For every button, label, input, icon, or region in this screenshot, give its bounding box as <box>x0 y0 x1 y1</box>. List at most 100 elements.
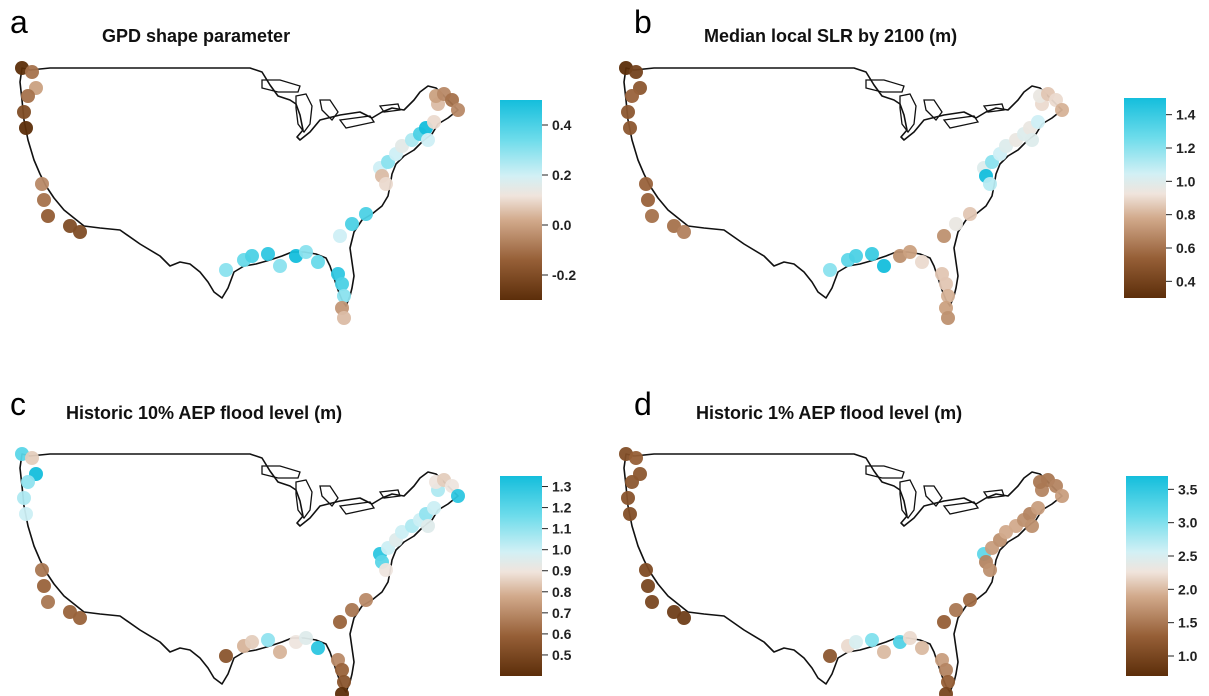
tide-gauge-station <box>219 263 233 277</box>
tide-gauge-station <box>17 105 31 119</box>
colorbar <box>1124 98 1166 298</box>
tide-gauge-station <box>877 645 891 659</box>
tide-gauge-station <box>629 65 643 79</box>
colorbar-tick-label: 1.0 <box>1176 173 1196 189</box>
colorbar-tick-label: 1.2 <box>552 500 572 516</box>
tide-gauge-station <box>41 595 55 609</box>
map-panel-d: d Historic 1% AEP flood level (m) 3.5 3.0… <box>604 348 1208 696</box>
colorbar-tick-label: 0.4 <box>1176 273 1196 289</box>
tide-gauge-station <box>421 133 435 147</box>
colorbar-tick-label: 2.5 <box>1178 548 1198 564</box>
tide-gauge-station <box>1055 489 1069 503</box>
map-panel-a: a GPD shape parameter 0.4 0.2 0.0 -0.2 <box>0 0 604 348</box>
coastline-outline <box>19 453 459 693</box>
colorbar-tick-label: 1.1 <box>552 521 572 537</box>
tide-gauge-station <box>19 121 33 135</box>
tide-gauge-station <box>311 641 325 655</box>
map-canvas: 3.5 3.0 2.5 2.0 1.5 1.0 <box>619 447 1198 696</box>
tide-gauge-station <box>335 687 349 696</box>
tide-gauge-station <box>273 645 287 659</box>
tide-gauge-station <box>345 217 359 231</box>
colorbar-tick-label: 3.0 <box>1178 515 1198 531</box>
tide-gauge-station <box>915 255 929 269</box>
tide-gauge-station <box>335 277 349 291</box>
tide-gauge-station <box>21 89 35 103</box>
great-lake-outline <box>865 465 905 479</box>
tide-gauge-station <box>677 611 691 625</box>
panel-title: GPD shape parameter <box>102 26 291 46</box>
tide-gauge-station <box>623 507 637 521</box>
panel-title: Median local SLR by 2100 (m) <box>704 26 958 46</box>
tide-gauge-station <box>427 115 441 129</box>
colorbar-tick-label: 1.0 <box>552 542 572 558</box>
great-lake-outline <box>942 115 980 129</box>
us-coastline-map <box>15 61 465 325</box>
tide-gauge-station <box>379 177 393 191</box>
tide-gauge-station <box>639 563 653 577</box>
tide-gauge-station <box>621 491 635 505</box>
tide-gauge-station <box>1031 501 1045 515</box>
panel-letter: c <box>10 386 26 422</box>
panel-letter: a <box>10 4 28 40</box>
tide-gauge-station <box>629 451 643 465</box>
colorbar-tick-label: -0.2 <box>552 267 576 283</box>
colorbar-tick-label: 1.0 <box>1178 648 1198 664</box>
tide-gauge-station <box>299 245 313 259</box>
tide-gauge-station <box>915 641 929 655</box>
tide-gauge-station <box>949 217 963 231</box>
tide-gauge-station <box>963 207 977 221</box>
tide-gauge-station <box>823 263 837 277</box>
colorbar-tick-label: 1.5 <box>1178 615 1198 631</box>
colorbar-tick-label: 0.9 <box>552 563 572 579</box>
tide-gauge-station <box>645 209 659 223</box>
panel-letter: d <box>634 386 652 422</box>
great-lake-outline <box>923 99 943 121</box>
tide-gauge-station <box>677 225 691 239</box>
tide-gauge-station <box>849 635 863 649</box>
tide-gauge-station <box>1055 103 1069 117</box>
tide-gauge-station <box>333 229 347 243</box>
tide-gauge-station <box>73 611 87 625</box>
tide-gauge-station <box>865 247 879 261</box>
colorbar-tick-label: 0.0 <box>552 217 572 233</box>
tide-gauge-station <box>335 663 349 677</box>
tide-gauge-station <box>345 603 359 617</box>
colorbar-tick-label: 0.7 <box>552 605 572 621</box>
tide-gauge-station <box>73 225 87 239</box>
tide-gauge-station <box>949 603 963 617</box>
great-lake-outline <box>319 485 339 507</box>
great-lake-outline <box>899 479 917 520</box>
great-lake-outline <box>982 489 1005 499</box>
tide-gauge-station <box>963 593 977 607</box>
tide-gauge-station <box>941 289 955 303</box>
great-lake-outline <box>899 93 917 134</box>
map-canvas: 0.4 0.2 0.0 -0.2 <box>15 61 576 325</box>
coastline-outline <box>19 67 459 307</box>
panel-title: Historic 10% AEP flood level (m) <box>66 403 343 423</box>
great-lake-outline <box>295 479 313 520</box>
us-coastline-map <box>619 61 1069 325</box>
tide-gauge-station <box>451 103 465 117</box>
tide-gauge-station <box>245 249 259 263</box>
tide-gauge-station <box>983 563 997 577</box>
tide-gauge-station <box>359 593 373 607</box>
tide-gauge-station <box>451 489 465 503</box>
tide-gauge-station <box>299 631 313 645</box>
great-lake-outline <box>982 103 1005 113</box>
tide-gauge-station <box>427 501 441 515</box>
tide-gauge-station <box>41 209 55 223</box>
colorbar-tick-label: 3.5 <box>1178 481 1198 497</box>
tide-gauge-station <box>359 207 373 221</box>
tide-gauge-station <box>625 89 639 103</box>
tide-gauge-station <box>379 563 393 577</box>
great-lake-outline <box>378 489 401 499</box>
tide-gauge-station <box>623 121 637 135</box>
coastline-outline <box>623 67 1063 307</box>
colorbar-tick-label: 0.6 <box>552 626 572 642</box>
tide-gauge-station <box>645 595 659 609</box>
tide-gauge-station <box>939 687 953 696</box>
tide-gauge-station <box>903 245 917 259</box>
tide-gauge-station <box>849 249 863 263</box>
tide-gauge-station <box>903 631 917 645</box>
tide-gauge-station <box>823 649 837 663</box>
